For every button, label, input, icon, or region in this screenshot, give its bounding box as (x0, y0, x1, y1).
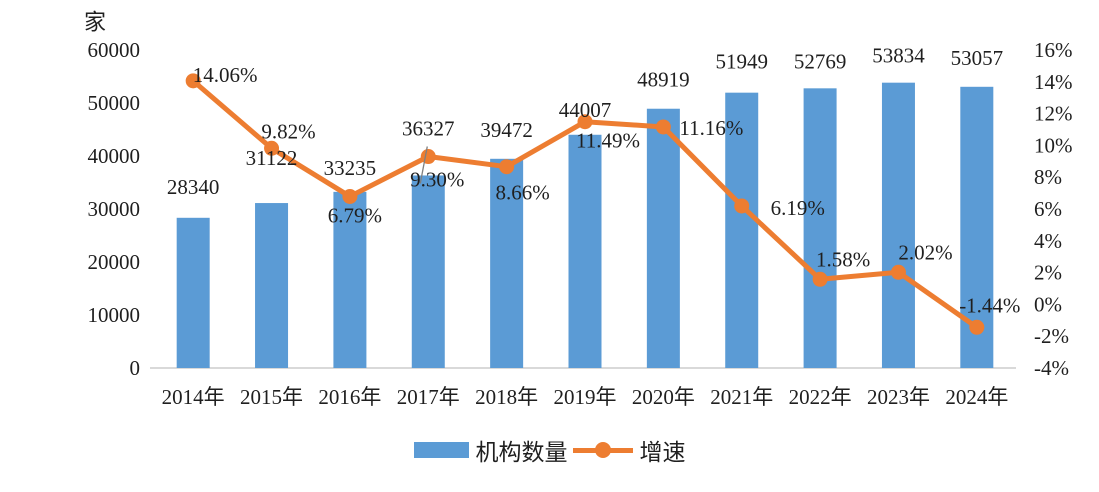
bar-label-2016年: 33235 (324, 156, 377, 180)
legend-bar-swatch-icon (413, 442, 469, 458)
growth-label-2019年: 11.49% (576, 129, 640, 153)
line-marker-2021年 (734, 198, 750, 214)
bar-label-2017年: 36327 (402, 116, 455, 140)
x-axis-label-2019年: 2019年 (554, 385, 617, 409)
line-marker-2023年 (890, 264, 906, 280)
chart-legend: 机构数量 增速 (0, 433, 1099, 467)
legend-item-growth: 增速 (572, 433, 686, 467)
bar-label-2021年: 51949 (715, 50, 768, 74)
legend-bar-label: 机构数量 (475, 440, 568, 465)
line-marker-2017年 (420, 149, 436, 165)
x-axis-label-2024年: 2024年 (945, 385, 1008, 409)
chart-canvas: 0 10000 20000 30000 40000 50000 60000 家 -4% -2% 0%… (84, 10, 1073, 410)
x-axis-label-2021年: 2021年 (710, 385, 773, 409)
growth-label-2016年: 6.79% (328, 203, 382, 227)
right-axis-tick: 16% (1034, 38, 1073, 62)
line-marker-2015年 (264, 140, 280, 156)
line-marker-2019年 (577, 114, 593, 130)
line-marker-2016年 (342, 188, 358, 204)
bar-label-2014年: 28340 (167, 175, 220, 199)
growth-label-2022年: 1.58% (816, 247, 870, 271)
left-axis-tick: 50000 (88, 91, 141, 115)
growth-label-2018年: 8.66% (496, 181, 550, 205)
bar-label-2018年: 39472 (480, 118, 533, 142)
bar-label-2024年: 53057 (951, 46, 1004, 70)
line-marker-2018年 (499, 159, 515, 175)
bar-label-2022年: 52769 (794, 49, 847, 73)
bar-label-2020年: 48919 (637, 68, 690, 92)
bar-2015年 (255, 203, 289, 368)
left-axis-tick: 30000 (88, 197, 141, 221)
bar-2023年 (881, 82, 915, 368)
growth-label-2017年: 9.30% (410, 168, 464, 192)
line-marker-2020年 (655, 119, 671, 135)
legend-line-label: 增速 (639, 440, 686, 465)
bar-label-2023年: 53834 (872, 44, 925, 68)
right-axis-tick: -2% (1034, 324, 1069, 348)
x-axis-label-2014年: 2014年 (162, 385, 225, 409)
bar-2022年 (803, 88, 837, 368)
x-axis-label-2018年: 2018年 (475, 385, 538, 409)
growth-label-2015年: 9.82% (261, 119, 315, 143)
bar-label-2015年: 31122 (246, 146, 298, 170)
right-axis-tick: 6% (1034, 197, 1062, 221)
growth-label-2024年: -1.44% (959, 293, 1020, 317)
x-axis-label-2016年: 2016年 (318, 385, 381, 409)
legend-item-institutions: 机构数量 (413, 433, 568, 467)
growth-label-2021年: 6.19% (771, 196, 825, 220)
left-axis-title: 家 (84, 10, 106, 35)
right-axis-tick: -4% (1034, 356, 1069, 380)
left-axis-tick: 10000 (88, 303, 141, 327)
growth-label-2020年: 11.16% (679, 116, 743, 140)
right-axis-tick: 0% (1034, 292, 1062, 316)
line-marker-2024年 (969, 319, 985, 335)
left-axis-tick: 40000 (88, 144, 141, 168)
x-axis-label-2015年: 2015年 (240, 385, 303, 409)
line-marker-2022年 (812, 271, 828, 287)
bar-2019年 (568, 134, 602, 368)
right-axis-tick: 2% (1034, 261, 1062, 285)
bar-2017年 (411, 175, 445, 368)
bar-2014年 (176, 217, 210, 368)
right-axis-tick: 10% (1034, 133, 1073, 157)
legend-line-marker-icon (594, 442, 611, 458)
x-axis-label-2020年: 2020年 (632, 385, 695, 409)
x-axis-label-2017年: 2017年 (397, 385, 460, 409)
label-leader-line (419, 146, 428, 184)
bar-2016年 (333, 191, 367, 368)
legend-line-swatch-icon (572, 442, 633, 458)
left-axis-tick: 0 (130, 356, 141, 380)
left-axis-tick: 60000 (88, 38, 141, 62)
right-axis-tick: 8% (1034, 165, 1062, 189)
bar-2021年 (725, 92, 759, 369)
bar-2018年 (490, 158, 524, 368)
right-axis-tick: 14% (1034, 70, 1073, 94)
left-axis-tick: 20000 (88, 250, 141, 274)
growth-label-2014年: 14.06% (193, 63, 258, 87)
bar-2020年 (646, 108, 680, 368)
line-marker-2014年 (185, 73, 201, 89)
bar-label-2019年: 44007 (559, 98, 612, 122)
right-axis-tick: 12% (1034, 102, 1073, 126)
growth-label-2023年: 2.02% (898, 240, 952, 264)
x-axis-label-2022年: 2022年 (789, 385, 852, 409)
right-axis-tick: 4% (1034, 229, 1062, 253)
x-axis-label-2023年: 2023年 (867, 385, 930, 409)
